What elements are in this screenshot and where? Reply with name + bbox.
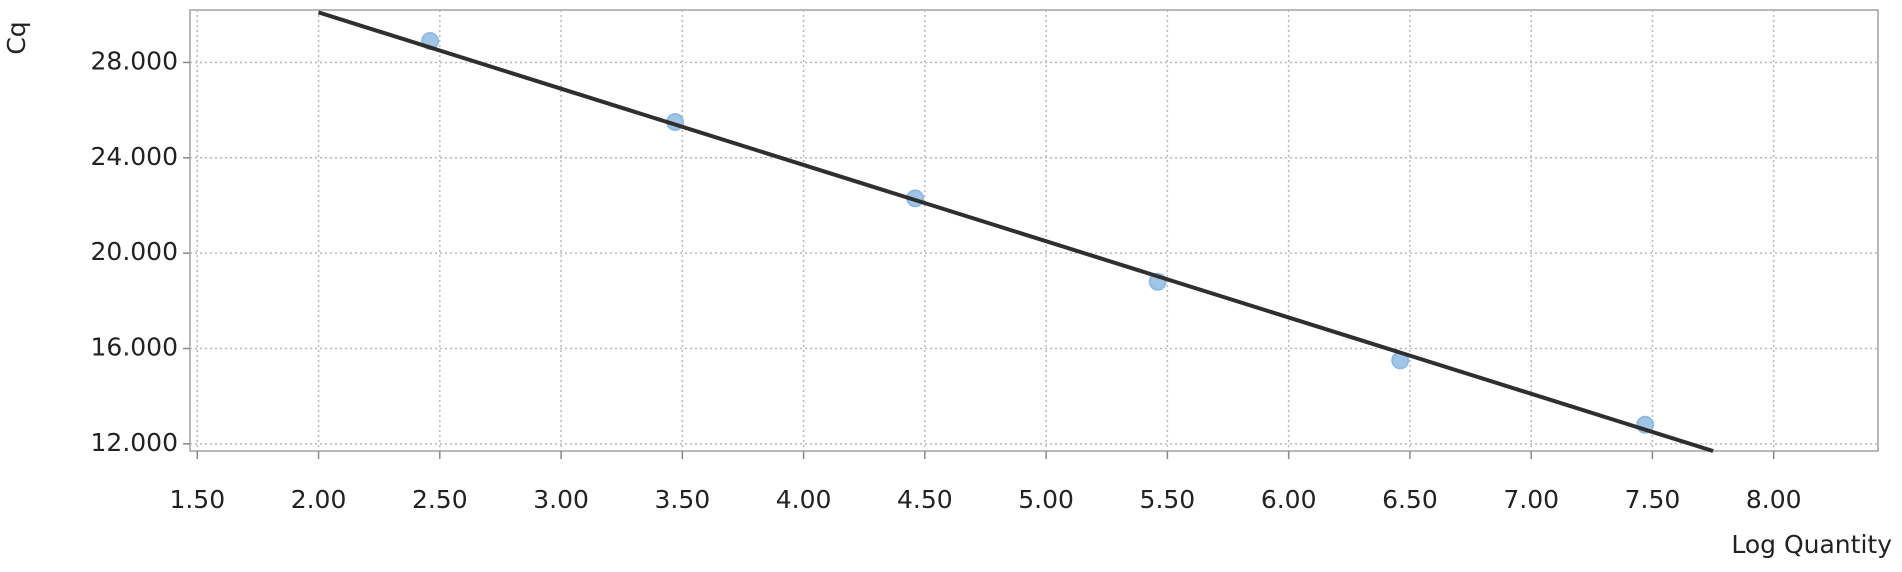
x-tick-label: 5.00 xyxy=(1018,485,1074,514)
x-tick-label: 7.00 xyxy=(1503,485,1559,514)
x-tick-label: 2.00 xyxy=(291,485,347,514)
x-tick-label: 2.50 xyxy=(412,485,468,514)
y-axis-label: Cq xyxy=(2,21,31,54)
x-tick-label: 3.00 xyxy=(533,485,589,514)
x-axis-label: Log Quantity xyxy=(1731,530,1892,559)
y-tick-label: 24.000 xyxy=(91,142,178,171)
x-tick-label: 3.50 xyxy=(654,485,710,514)
y-tick-label: 20.000 xyxy=(91,237,178,266)
x-tick-label: 6.00 xyxy=(1261,485,1317,514)
y-tick-label: 12.000 xyxy=(91,428,178,457)
fit-line xyxy=(317,10,1714,453)
x-tick-label: 5.50 xyxy=(1140,485,1196,514)
x-tick-label: 7.50 xyxy=(1625,485,1681,514)
y-tick-label: 28.000 xyxy=(91,46,178,75)
x-tick-label: 1.50 xyxy=(169,485,225,514)
x-tick-label: 4.00 xyxy=(776,485,832,514)
x-tick-label: 8.00 xyxy=(1746,485,1802,514)
plot-area xyxy=(189,9,1879,452)
x-tick-label: 4.50 xyxy=(897,485,953,514)
y-tick-label: 16.000 xyxy=(91,332,178,361)
x-tick-label: 6.50 xyxy=(1382,485,1438,514)
